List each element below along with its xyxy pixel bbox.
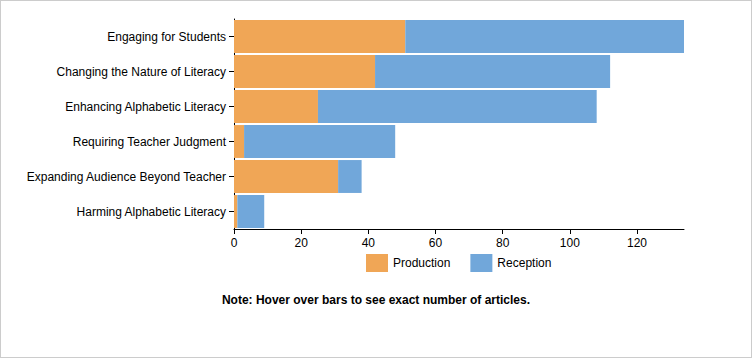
svg-text:Reception: Reception bbox=[497, 256, 551, 270]
svg-text:40: 40 bbox=[362, 236, 376, 250]
svg-text:Enhancing Alphabetic Literacy: Enhancing Alphabetic Literacy bbox=[65, 100, 226, 114]
svg-text:Changing the Nature of Literac: Changing the Nature of Literacy bbox=[57, 65, 226, 79]
svg-text:120: 120 bbox=[627, 236, 647, 250]
svg-text:Note: Hover over bars to see e: Note: Hover over bars to see exact numbe… bbox=[222, 293, 530, 307]
svg-text:20: 20 bbox=[294, 236, 308, 250]
svg-text:Production: Production bbox=[393, 256, 450, 270]
svg-text:Harming Alphabetic Literacy: Harming Alphabetic Literacy bbox=[77, 205, 226, 219]
svg-text:Expanding Audience Beyond Teac: Expanding Audience Beyond Teacher bbox=[27, 170, 226, 184]
svg-text:80: 80 bbox=[496, 236, 510, 250]
svg-text:60: 60 bbox=[429, 236, 443, 250]
svg-text:100: 100 bbox=[560, 236, 580, 250]
svg-text:Requiring Teacher Judgment: Requiring Teacher Judgment bbox=[73, 135, 227, 149]
svg-text:Engaging for Students: Engaging for Students bbox=[107, 30, 226, 44]
svg-text:0: 0 bbox=[231, 236, 238, 250]
